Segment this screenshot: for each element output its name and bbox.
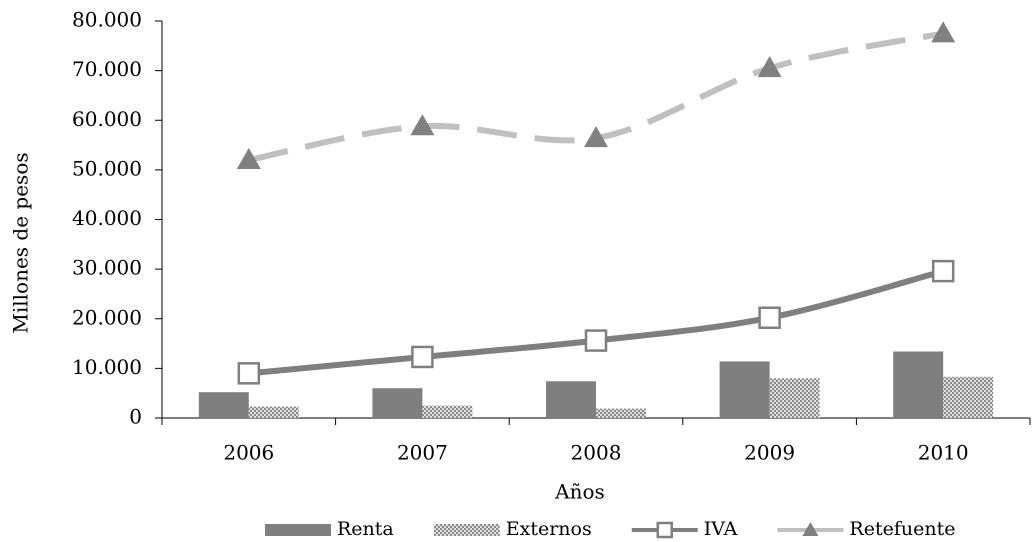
legend-swatch bbox=[433, 524, 500, 536]
bar bbox=[198, 392, 249, 418]
marker bbox=[237, 362, 261, 385]
line bbox=[248, 268, 944, 377]
bar bbox=[248, 406, 299, 418]
marker bbox=[411, 345, 434, 369]
marker bbox=[410, 114, 435, 136]
x-tick-label: 2009 bbox=[744, 441, 795, 465]
marker bbox=[656, 521, 673, 539]
bar bbox=[719, 361, 770, 418]
bar bbox=[422, 405, 473, 418]
marker bbox=[758, 306, 781, 330]
legend-label: Externos bbox=[506, 518, 592, 540]
y-tick-label: 40.000 bbox=[72, 206, 142, 230]
x-axis-title: Años bbox=[554, 480, 605, 504]
y-tick-label: 10.000 bbox=[72, 355, 142, 379]
marker bbox=[757, 56, 782, 78]
marker bbox=[931, 259, 955, 283]
y-tick-label: 20.000 bbox=[72, 305, 142, 329]
legend-label: IVA bbox=[704, 518, 738, 540]
bar bbox=[769, 378, 820, 418]
legend-swatch bbox=[265, 524, 331, 536]
y-tick-label: 80.000 bbox=[72, 8, 142, 32]
x-tick-label: 2007 bbox=[397, 441, 448, 465]
x-tick-label: 2008 bbox=[571, 441, 622, 465]
y-axis-title: Millones de pesos bbox=[9, 152, 33, 333]
bar bbox=[943, 376, 994, 418]
y-tick-label: 70.000 bbox=[72, 57, 142, 81]
marker bbox=[931, 21, 956, 43]
bar bbox=[596, 408, 646, 418]
y-tick-label: 60.000 bbox=[72, 107, 142, 131]
marker bbox=[584, 126, 608, 148]
legend-label: Renta bbox=[337, 518, 394, 540]
marker bbox=[584, 329, 608, 352]
legend-label: Retefuente bbox=[849, 518, 955, 540]
bar bbox=[372, 388, 423, 418]
y-tick-label: 50.000 bbox=[72, 156, 142, 180]
y-tick-label: 0 bbox=[129, 405, 142, 429]
marker bbox=[802, 522, 819, 536]
bar bbox=[893, 351, 944, 418]
marker bbox=[236, 147, 261, 169]
x-tick-label: 2010 bbox=[918, 441, 969, 465]
x-tick-label: 2006 bbox=[223, 441, 274, 465]
bar bbox=[546, 381, 596, 418]
y-tick-label: 30.000 bbox=[72, 256, 142, 280]
